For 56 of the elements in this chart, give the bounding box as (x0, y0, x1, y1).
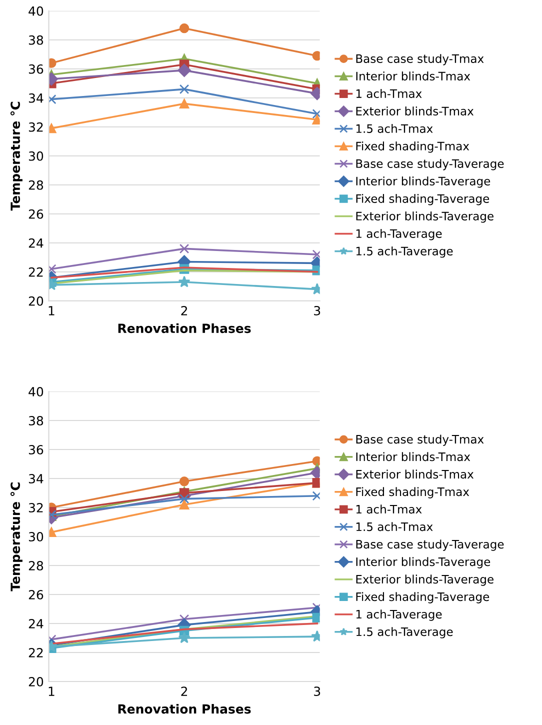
legend-label: 1 ach-Taverage (356, 229, 442, 240)
legend-label: Interior blinds-Tmax (356, 72, 470, 80)
y-tick-label: 24 (28, 238, 44, 248)
legend-label: 1.5 ach-Tmax (356, 124, 433, 133)
y-tick-label: 20 (28, 676, 44, 686)
legend-label: 1 ach-Tmax (356, 89, 422, 98)
y-tick-label: 22 (28, 267, 43, 277)
legend-label: Fixed shading-Tmax (356, 487, 470, 498)
y-tick-label: 30 (28, 532, 44, 542)
x-axis-title: Renovation Phases (118, 323, 251, 334)
legend-label: Exterior blinds-Taverage (356, 212, 494, 223)
legend-label: Base case study-Tmax (356, 434, 484, 446)
y-tick-label: 34 (28, 93, 44, 103)
legend-label: Base case study-Tmax (356, 54, 484, 66)
legend-label: Exterior blinds-Taverage (356, 574, 494, 586)
y-tick-label: 32 (28, 502, 43, 512)
y-tick-label: 36 (28, 64, 44, 74)
y-tick-label: 38 (28, 35, 44, 45)
legend-label: 1.5 ach-Taverage (356, 246, 453, 258)
x-tick-label: 3 (314, 686, 320, 696)
legend-label: Exterior blinds-Tmax (356, 470, 474, 479)
y-tick-label: 30 (28, 151, 44, 161)
legend-label: Interior blinds-Tmax (356, 452, 470, 462)
y-axis-title: Temperature °C (10, 102, 22, 211)
legend-label: Interior blinds-Taverage (356, 557, 490, 568)
y-tick-label: 40 (28, 6, 44, 16)
legend-label: Base case study-Taverage (356, 159, 504, 170)
y-tick-label: 36 (28, 444, 44, 454)
legend-label: 1 ach-Tmax (356, 504, 422, 514)
x-tick-label: 2 (181, 306, 188, 316)
y-tick-label: 28 (28, 180, 44, 190)
y-tick-label: 28 (28, 560, 44, 570)
y-tick-label: 20 (28, 296, 44, 306)
legend-label: Exterior blinds-Tmax (356, 106, 474, 116)
legend-label: Fixed shading-Taverage (356, 592, 490, 604)
x-tick-label: 1 (48, 306, 54, 316)
y-tick-label: 40 (28, 386, 44, 396)
legend-label: Interior blinds-Taverage (356, 176, 490, 188)
x-tick-label: 2 (181, 686, 188, 696)
y-tick-label: 32 (28, 122, 43, 132)
legend-label: 1 ach-Taverage (356, 610, 442, 621)
x-tick-label: 3 (314, 306, 320, 316)
y-tick-label: 22 (28, 648, 43, 658)
x-tick-label: 1 (48, 686, 54, 696)
legend-label: Base case study-Taverage (356, 540, 504, 551)
y-tick-label: 38 (28, 416, 44, 426)
legend-label: 1.5 ach-Tmax (356, 522, 433, 532)
y-tick-label: 24 (28, 618, 44, 628)
legend-label: 1.5 ach-Taverage (356, 627, 453, 638)
y-tick-label: 26 (28, 209, 44, 219)
y-axis-title: Temperature °C (10, 482, 22, 592)
y-tick-label: 34 (28, 474, 44, 484)
legend-label: Fixed shading-Tmax (356, 142, 470, 153)
y-tick-label: 26 (28, 590, 44, 600)
legend-label: Fixed shading-Taverage (356, 194, 490, 206)
x-axis-title: Renovation Phases (118, 704, 251, 714)
